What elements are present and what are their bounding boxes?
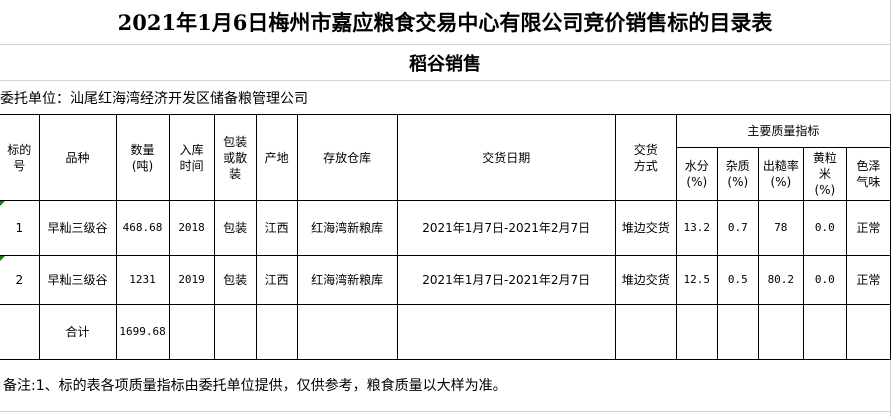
cell-moisture: 12.5 xyxy=(675,255,718,305)
header-quality-group: 主要质量指标 xyxy=(675,114,892,148)
header-quantity: 数量(吨) xyxy=(115,114,170,201)
cell-impurity: 0.5 xyxy=(716,255,759,305)
header-lot-no: 标的号 xyxy=(0,114,40,201)
cell-quantity: 1231 xyxy=(115,255,170,305)
total-row: 合计 1699.68 xyxy=(0,304,892,360)
header-moisture: 水分(%) xyxy=(675,147,718,201)
header-packing: 包装或散装 xyxy=(213,114,257,201)
cell-packing: 包装 xyxy=(213,200,257,256)
cell-moisture: 13.2 xyxy=(675,200,718,256)
header-yield: 出糙率(%) xyxy=(757,147,804,201)
cell-storage-year: 2019 xyxy=(168,255,215,305)
total-quantity: 1699.68 xyxy=(115,304,170,360)
header-row: 标的号 品种 数量(吨) 入库时间 包装或散装 产地 存放仓库 交货日期 交货方… xyxy=(0,114,892,201)
cell-yield: 80.2 xyxy=(757,255,804,305)
cell-color-smell: 正常 xyxy=(845,255,892,305)
cell-empty xyxy=(845,304,892,360)
total-label: 合计 xyxy=(38,304,117,360)
cell-empty xyxy=(614,304,677,360)
cell-delivery-date: 2021年1月7日-2021年2月7日 xyxy=(396,200,616,256)
table-row: 1 早籼三级谷 468.68 2018 包装 江西 红海湾新粮库 2021年1月… xyxy=(0,200,892,256)
cell-empty xyxy=(213,304,257,360)
gridline xyxy=(890,0,891,417)
cell-empty xyxy=(168,304,215,360)
cell-empty xyxy=(396,304,616,360)
header-yellow: 黄粒米(%) xyxy=(802,147,847,201)
cell-yellow: 0.0 xyxy=(802,200,847,256)
cell-empty xyxy=(802,304,847,360)
cell-empty xyxy=(675,304,718,360)
cell-variety: 早籼三级谷 xyxy=(38,255,117,305)
cell-variety: 早籼三级谷 xyxy=(38,200,117,256)
cell-delivery-date: 2021年1月7日-2021年2月7日 xyxy=(396,255,616,305)
header-origin: 产地 xyxy=(255,114,298,201)
cell-origin: 江西 xyxy=(255,255,298,305)
cell-delivery-method: 堆边交货 xyxy=(614,200,677,256)
cell-empty xyxy=(716,304,759,360)
header-impurity: 杂质(%) xyxy=(716,147,759,201)
header-delivery-method: 交货方式 xyxy=(614,114,677,201)
cell-impurity: 0.7 xyxy=(716,200,759,256)
header-storage-year: 入库时间 xyxy=(168,114,215,201)
footnote: 备注:1、标的表各项质量指标由委托单位提供，仅供参考，粮食质量以大样为准。 xyxy=(0,359,890,412)
cell-quantity: 468.68 xyxy=(115,200,170,256)
header-variety: 品种 xyxy=(38,114,117,201)
cell-empty xyxy=(296,304,398,360)
cell-yellow: 0.0 xyxy=(802,255,847,305)
header-warehouse: 存放仓库 xyxy=(296,114,398,201)
cell-comment-marker xyxy=(0,256,5,261)
subtitle: 稻谷销售 xyxy=(0,45,890,81)
cell-lot-no: 2 xyxy=(0,255,40,305)
cell-storage-year: 2018 xyxy=(168,200,215,256)
consignor-label: 委托单位：汕尾红海湾经济开发区储备粮管理公司 xyxy=(0,90,308,107)
cell-empty xyxy=(255,304,298,360)
cell-empty xyxy=(757,304,804,360)
table-row: 2 早籼三级谷 1231 2019 包装 江西 红海湾新粮库 2021年1月7日… xyxy=(0,255,892,305)
cell-delivery-method: 堆边交货 xyxy=(614,255,677,305)
cell-packing: 包装 xyxy=(213,255,257,305)
cell-warehouse: 红海湾新粮库 xyxy=(296,255,398,305)
cell-lot-no: 1 xyxy=(0,200,40,256)
subheader-row: 水分(%) 杂质(%) 出糙率(%) 黄粒米(%) 色泽气味 xyxy=(0,147,892,201)
cell-empty xyxy=(0,304,40,360)
cell-color-smell: 正常 xyxy=(845,200,892,256)
cell-warehouse: 红海湾新粮库 xyxy=(296,200,398,256)
cell-comment-marker xyxy=(0,201,5,206)
catalog-table: 标的号 品种 数量(吨) 入库时间 包装或散装 产地 存放仓库 交货日期 交货方… xyxy=(0,114,892,360)
cell-origin: 江西 xyxy=(255,200,298,256)
header-delivery-date: 交货日期 xyxy=(396,114,616,201)
cell-yield: 78 xyxy=(757,200,804,256)
header-color-smell: 色泽气味 xyxy=(845,147,892,201)
page-title: 2021年1月6日梅州市嘉应粮食交易中心有限公司竞价销售标的目录表 xyxy=(0,0,890,45)
